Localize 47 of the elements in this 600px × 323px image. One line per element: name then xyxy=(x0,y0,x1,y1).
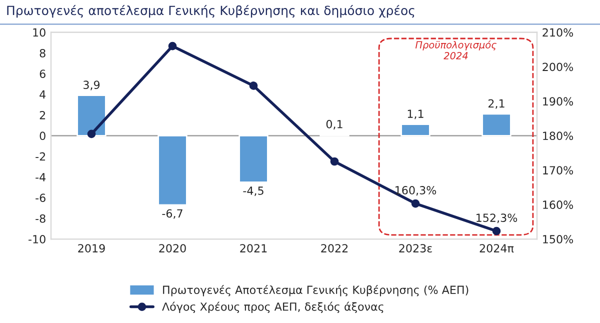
bar xyxy=(238,134,268,183)
chart-title: Πρωτογενές αποτέλεσμα Γενικής Κυβέρνησης και δημόσιο χρέος xyxy=(7,4,414,18)
annotation: Προϋπολογισμός 2024 xyxy=(415,40,496,60)
x-tick-label: 2023ε xyxy=(399,244,432,252)
point xyxy=(249,82,258,90)
y-tick-label: -8 xyxy=(36,214,46,223)
point xyxy=(411,199,420,208)
y2-tick-label: 210% xyxy=(542,28,574,37)
data-label: -6,7 xyxy=(162,209,182,219)
y-tick-label: 8 xyxy=(40,48,46,58)
y-tick-label: -6 xyxy=(36,194,46,202)
y-tick-label: 6 xyxy=(40,70,46,78)
y-tick-label: -10 xyxy=(28,234,46,244)
point xyxy=(492,226,501,236)
y2-tick-label: 200% xyxy=(542,62,574,72)
y2-tick-label: 180% xyxy=(543,132,574,140)
point xyxy=(168,42,177,50)
data-label: 0,1 xyxy=(326,120,342,130)
x-tick-label: 2022 xyxy=(321,244,348,252)
y-tick-label: -2 xyxy=(36,152,46,161)
legend-label: Λόγος Χρέους προς ΑΕΠ, δεξιός άξονας xyxy=(162,302,384,313)
x-tick-label: 2019 xyxy=(78,244,105,252)
data-label: 160,3% xyxy=(396,186,436,196)
data-label: 1,1 xyxy=(408,110,424,120)
y2-tick-label: 150% xyxy=(543,234,574,244)
data-label: 3,9 xyxy=(84,80,100,90)
y2-tick-label: 160% xyxy=(543,200,574,209)
y-tick-label: 2 xyxy=(40,110,46,120)
bar xyxy=(482,113,512,136)
y-tick-label: -4 xyxy=(36,173,46,182)
y2-tick-label: 190% xyxy=(543,97,574,106)
x-tick-label: 2020 xyxy=(159,244,186,252)
y-tick-label: 4 xyxy=(40,90,46,99)
data-label: 152,3% xyxy=(476,214,518,224)
legend-label: Πρωτογενές Αποτέλεσμα Γενικής Κυβέρνησης (% ΑΕΠ) xyxy=(163,285,468,296)
data-label: -4,5 xyxy=(243,186,264,196)
bar xyxy=(76,94,106,136)
point xyxy=(87,130,96,138)
y-tick-label: 10 xyxy=(33,28,46,37)
point xyxy=(330,157,339,166)
y-tick-label: 0 xyxy=(40,132,46,140)
x-tick-label: 2024π xyxy=(480,244,514,253)
data-label: 2,1 xyxy=(488,99,504,109)
bar xyxy=(400,124,430,136)
x-tick-label: 2021 xyxy=(240,244,267,252)
y2-tick-label: 170% xyxy=(543,166,574,174)
bar xyxy=(158,134,188,206)
